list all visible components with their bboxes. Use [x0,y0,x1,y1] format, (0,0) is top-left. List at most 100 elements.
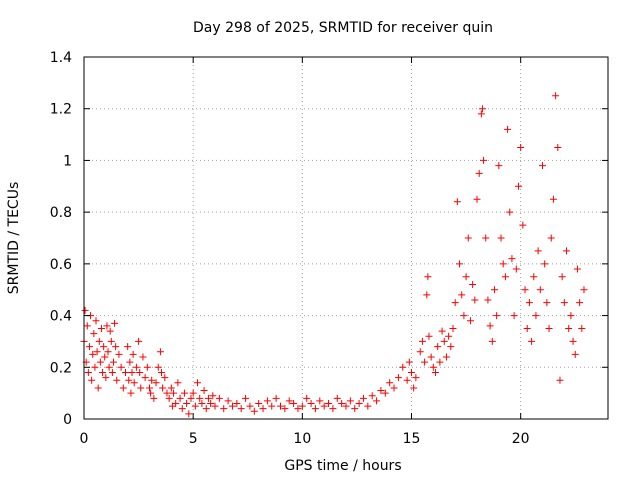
data-point [355,399,363,407]
data-point [135,337,143,345]
data-point [473,195,481,203]
data-point [255,399,263,407]
data-point [552,92,560,100]
data-point [237,405,245,413]
data-point [394,374,402,382]
data-points [80,92,588,418]
data-point [547,234,555,242]
data-point [438,327,446,335]
data-point [233,399,241,407]
x-tick-label: 20 [512,431,530,447]
data-point [359,394,367,402]
data-point [342,402,350,410]
data-point [285,397,293,405]
data-point [311,405,319,413]
data-point [83,322,91,330]
chart-title: Day 298 of 2025, SRMTID for receiver qui… [193,20,493,36]
data-point [167,384,175,392]
data-point [464,234,472,242]
data-point [294,405,302,413]
data-point [429,363,437,371]
data-point [198,399,206,407]
data-point [111,319,119,327]
axis-ticks: 0 0.2 0.4 0.6 0.8 1 1.2 1.4 0 5 10 15 20 [50,50,608,447]
y-tick-label: 0.4 [50,309,72,325]
data-point [545,325,553,332]
data-point [351,405,359,413]
data-point [447,343,455,351]
y-tick-label: 1.2 [50,102,72,118]
data-point [143,363,151,371]
data-point [100,343,108,351]
data-point [161,374,169,382]
data-point [449,325,457,332]
data-point [554,144,562,151]
data-point [390,384,398,392]
data-point [159,384,167,392]
data-point [101,353,109,361]
data-point [416,348,424,356]
data-point [185,410,193,418]
data-point [408,368,415,376]
data-point [573,265,581,273]
data-point [207,399,215,407]
data-point [412,374,420,382]
y-tick-label: 1.4 [50,50,72,66]
data-point [96,358,104,366]
data-point [102,374,110,382]
data-point [115,350,123,358]
data-point [316,397,324,405]
data-point [85,343,93,351]
data-point [514,182,522,190]
data-point [209,392,217,400]
data-point [99,368,107,376]
data-point [156,348,164,356]
x-tick-label: 15 [403,431,421,447]
data-point [132,363,140,371]
data-point [405,358,413,366]
data-point [523,325,531,332]
data-point [458,291,466,299]
data-point [488,337,496,345]
data-point [510,312,518,320]
y-tick-label: 0.6 [50,257,72,273]
data-point [471,296,479,304]
data-point [493,312,501,320]
data-point [563,247,571,255]
data-point [220,405,228,413]
data-point [178,405,186,413]
data-point [180,389,188,397]
data-point [442,353,450,361]
data-point [560,299,568,307]
data-point [103,322,111,330]
data-point [200,387,208,395]
data-point [104,348,112,356]
y-axis-label: SRMTID / TECUs [6,182,22,295]
data-point [128,368,136,376]
data-point [163,389,171,397]
data-point [495,162,503,170]
data-point [512,265,520,273]
data-point [456,260,464,268]
data-point [329,405,337,413]
data-point [532,312,540,320]
data-point [549,195,557,203]
data-point [558,273,566,281]
y-tick-label: 1 [63,153,72,169]
data-point [170,389,178,397]
data-point [373,397,381,405]
data-point [89,350,97,358]
data-point [88,376,96,384]
data-point [189,389,197,397]
data-point [567,312,575,320]
data-point [541,260,549,268]
data-point [298,402,306,410]
data-point [434,343,442,351]
data-point [113,376,121,384]
data-point [196,394,204,402]
data-point [451,299,459,307]
data-point [259,405,267,413]
data-point [92,317,100,325]
data-point [91,363,99,371]
data-point [436,358,444,366]
